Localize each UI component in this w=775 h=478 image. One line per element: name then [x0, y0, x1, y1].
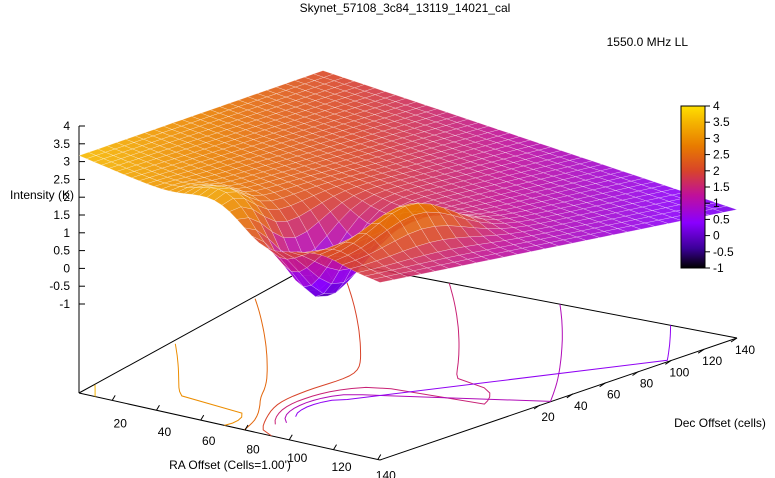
colorbar-tick-label: 1.5: [713, 180, 730, 194]
z-tick-label: 2: [63, 190, 70, 204]
x-tick-label: 140: [376, 469, 396, 478]
colorbar-tick-label: -1: [713, 261, 724, 275]
colorbar: [680, 105, 706, 269]
colorbar-tick-label: 0: [713, 229, 720, 243]
z-axis-ticks: 4 3.5 3 2.5 2 1.5 1 0.5 0 -0.5 -1: [49, 119, 85, 311]
z-tick-label: 4: [63, 119, 70, 133]
contour-line: [274, 282, 491, 425]
colorbar-tick-label: 4: [713, 99, 720, 113]
contour-line: [284, 304, 563, 423]
y-tick-label: 20: [541, 410, 555, 424]
x-tick-mark: [244, 424, 249, 431]
colorbar-tick-label: 3: [713, 131, 720, 145]
y-tick-label: 140: [735, 343, 755, 357]
y-tick-mark: [533, 404, 541, 410]
surface-mesh: [78, 70, 738, 297]
z-tick-label: 0: [63, 261, 70, 275]
x-tick-label: 60: [202, 434, 216, 448]
y-tick-mark: [665, 359, 672, 365]
z-tick-label: 0.5: [53, 244, 70, 258]
x-tick-label: 80: [246, 443, 260, 457]
y-tick-label: 120: [702, 354, 722, 368]
y-tick-mark: [697, 348, 705, 354]
z-tick-label: 1.5: [53, 208, 70, 222]
x-tick-mark: [333, 444, 337, 450]
y-tick-mark: [730, 337, 738, 343]
y-tick-label: 100: [669, 365, 689, 379]
colorbar-tick-label: 3.5: [713, 115, 730, 129]
colorbar-tick-label: 1: [713, 196, 720, 210]
z-tick-label: -0.5: [49, 279, 70, 293]
z-tick-label: 1: [63, 226, 70, 240]
colorbar-ticks: 4 3.5 3 2.5 2 1.5 1 0.5 0 -0.5 -1: [705, 99, 734, 275]
contour-lines: [94, 261, 672, 437]
z-tick-label: 2.5: [53, 172, 70, 186]
z-tick-label: 3.5: [53, 137, 70, 151]
y-tick-mark: [632, 371, 639, 376]
x-tick-mark: [156, 404, 160, 411]
colorbar-tick-label: 2: [713, 164, 720, 178]
x-tick-label: 100: [287, 451, 307, 465]
colorbar-tick-label: -0.5: [713, 245, 734, 259]
x-tick-mark: [200, 414, 205, 421]
x-tick-mark: [111, 395, 116, 401]
x-tick-label: 20: [114, 417, 128, 431]
contour-line: [262, 261, 362, 437]
surface-cell: [371, 276, 395, 283]
legend-label: 1550.0 MHz LL: [607, 35, 689, 49]
z-tick-label: -1: [59, 297, 70, 311]
colorbar-tick-label: 0.5: [713, 212, 730, 226]
x-axis-label: RA Offset (Cells=1.00'): [169, 458, 291, 472]
y-tick-mark: [566, 393, 574, 399]
y-tick-label: 40: [574, 399, 588, 413]
y-tick-label: 60: [607, 388, 621, 402]
colorbar-tick-label: 2.5: [713, 148, 730, 162]
contour-line: [174, 343, 243, 426]
x-tick-label: 120: [332, 460, 352, 474]
contour-line: [295, 325, 672, 417]
chart-title: Skynet_57108_3c84_13119_14021_cal: [300, 1, 511, 15]
y-axis-label: Dec Offset (cells): [674, 416, 766, 430]
x-tick-label: 40: [158, 425, 172, 439]
z-axis-label: Intensity (K): [10, 188, 74, 202]
y-tick-label: 80: [640, 377, 654, 391]
x-tick-mark: [377, 454, 382, 460]
contour-line: [243, 298, 268, 431]
y-tick-mark: [599, 382, 606, 388]
x-tick-mark: [288, 434, 293, 441]
z-tick-label: 3: [63, 155, 70, 169]
y-axis-ticks: 20 40 60 80 100 120 140: [533, 337, 755, 424]
x-axis-ticks: 20 40 60 80 100 120 140: [111, 395, 396, 478]
